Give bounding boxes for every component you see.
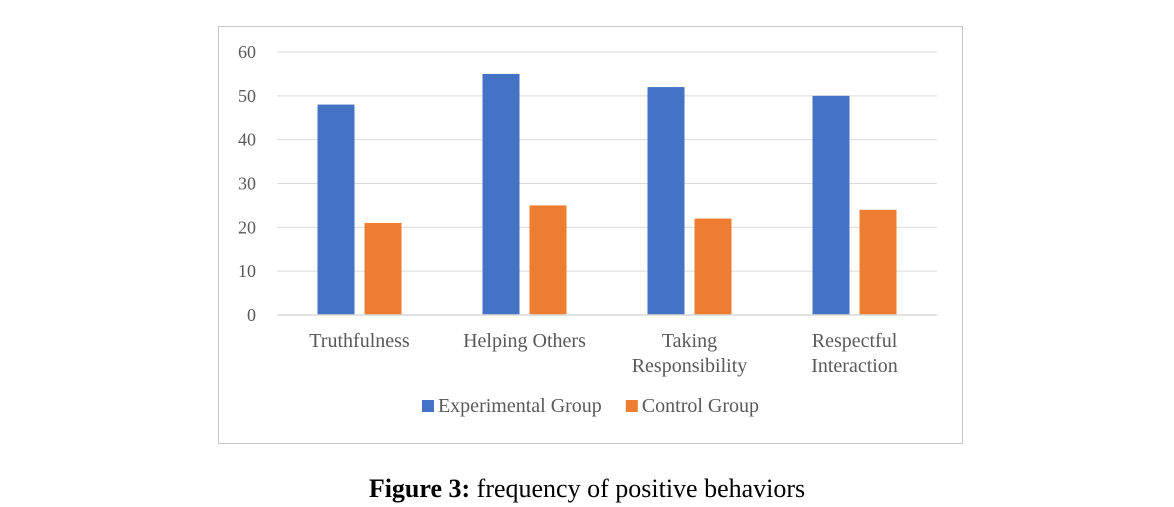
bars	[317, 73, 897, 315]
bar-experimental-group-2	[647, 87, 685, 315]
bar-experimental-group-1	[482, 73, 520, 315]
figure-caption-label: Figure 3:	[368, 474, 471, 503]
x-category-label-1: Helping Others	[463, 330, 586, 352]
y-axis-tick-labels: 0 10 20 30 40 50 60	[238, 42, 256, 325]
y-tick-label-0: 0	[247, 305, 256, 325]
bar-control-group-0	[364, 222, 402, 315]
y-tick-label-10: 10	[238, 261, 256, 281]
bar-experimental-group-3	[812, 95, 850, 315]
figure-caption: Figure 3: frequency of positive behavior…	[0, 474, 1174, 504]
legend-label-experimental-group: Experimental Group	[438, 395, 602, 417]
x-category-label-line: Helping Others	[463, 330, 586, 352]
bar-control-group-2	[694, 218, 732, 315]
legend-swatch-control-group	[625, 400, 638, 412]
y-tick-label-50: 50	[238, 86, 256, 106]
y-tick-label-20: 20	[238, 217, 256, 237]
legend: Experimental Group Control Group	[421, 395, 759, 417]
y-tick-label-40: 40	[238, 130, 256, 150]
x-axis-category-labels: Truthfulness Helping Others Taking Responsi…	[309, 330, 898, 377]
legend-swatch-experimental-group	[421, 400, 434, 412]
bar-experimental-group-0	[317, 104, 355, 315]
bar-control-group-1	[529, 205, 567, 315]
x-category-label-0: Truthfulness	[309, 330, 410, 352]
x-category-label-3: Respectful Interaction	[811, 330, 898, 377]
legend-label-control-group: Control Group	[642, 395, 759, 417]
y-tick-label-30: 30	[238, 174, 256, 194]
chart-frame: 0 10 20 30 40 50 60 Truthfulness Helping Others…	[218, 26, 963, 444]
bar-control-group-3	[859, 209, 897, 315]
x-category-label-line: Interaction	[811, 355, 898, 377]
x-category-label-line: Responsibility	[632, 355, 748, 377]
x-category-label-2: Taking Responsibility	[632, 330, 748, 377]
y-tick-label-60: 60	[238, 42, 256, 62]
bar-chart: 0 10 20 30 40 50 60 Truthfulness Helping Others…	[238, 42, 937, 417]
x-category-label-line: Truthfulness	[309, 330, 410, 352]
x-category-label-line: Taking	[662, 330, 717, 352]
x-category-label-line: Respectful	[812, 330, 898, 352]
figure-caption-text: frequency of positive behaviors	[470, 474, 806, 503]
